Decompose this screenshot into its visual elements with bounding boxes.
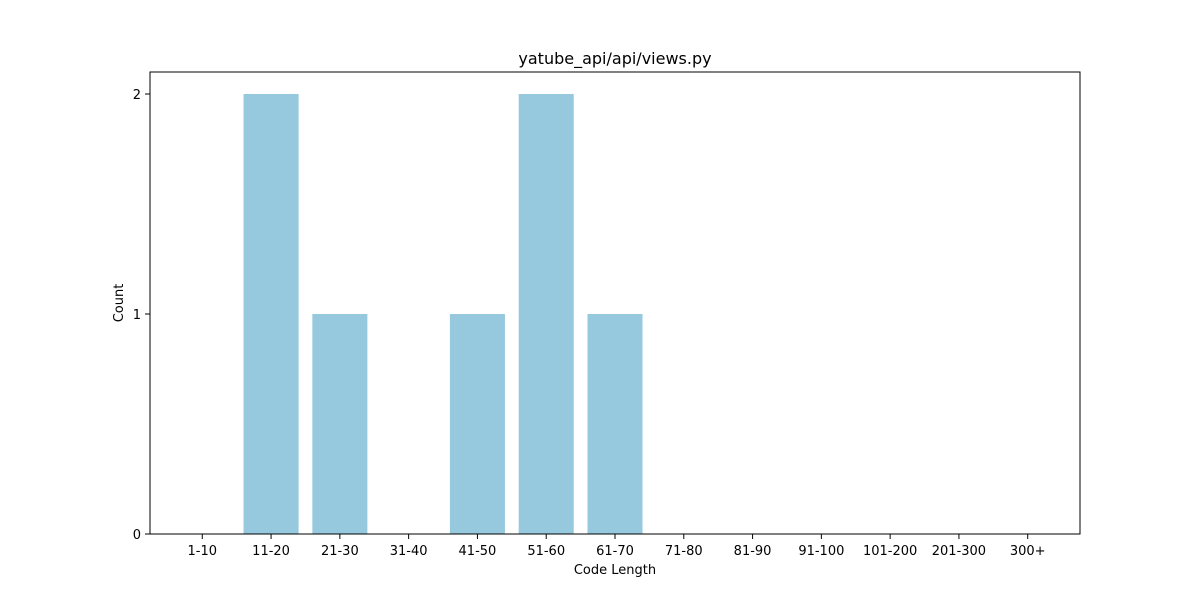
y-tick-label: 0 xyxy=(133,528,141,543)
bar-41-50 xyxy=(449,314,505,534)
x-tick-label: 101-200 xyxy=(863,544,917,559)
x-tick-label: 81-90 xyxy=(734,544,772,559)
x-tick-label: 61-70 xyxy=(596,544,634,559)
bar-51-60 xyxy=(518,94,574,534)
y-axis: 0 1 2 xyxy=(133,88,150,543)
x-axis: 1-10 11-20 21-30 31-40 41-50 51-60 61-70 71-80 8… xyxy=(188,534,1046,559)
bar-11-20 xyxy=(243,94,299,534)
x-tick-label: 51-60 xyxy=(527,544,565,559)
bar-61-70 xyxy=(587,314,643,534)
chart-title: yatube_api/api/views.py xyxy=(518,49,711,69)
x-tick-label: 11-20 xyxy=(252,544,290,559)
x-tick-label: 201-300 xyxy=(932,544,986,559)
y-axis-label: Count xyxy=(112,284,127,323)
x-tick-label: 1-10 xyxy=(188,544,218,559)
x-tick-label: 91-100 xyxy=(798,544,844,559)
y-tick-label: 1 xyxy=(133,308,141,323)
x-tick-label: 41-50 xyxy=(459,544,497,559)
x-tick-label: 21-30 xyxy=(321,544,359,559)
bars-group xyxy=(243,94,643,534)
x-tick-label: 300+ xyxy=(1010,544,1046,559)
x-tick-label: 71-80 xyxy=(665,544,703,559)
bar-21-30 xyxy=(312,314,368,534)
x-tick-label: 31-40 xyxy=(390,544,428,559)
x-axis-label: Code Length xyxy=(574,563,656,578)
y-tick-label: 2 xyxy=(133,88,141,103)
